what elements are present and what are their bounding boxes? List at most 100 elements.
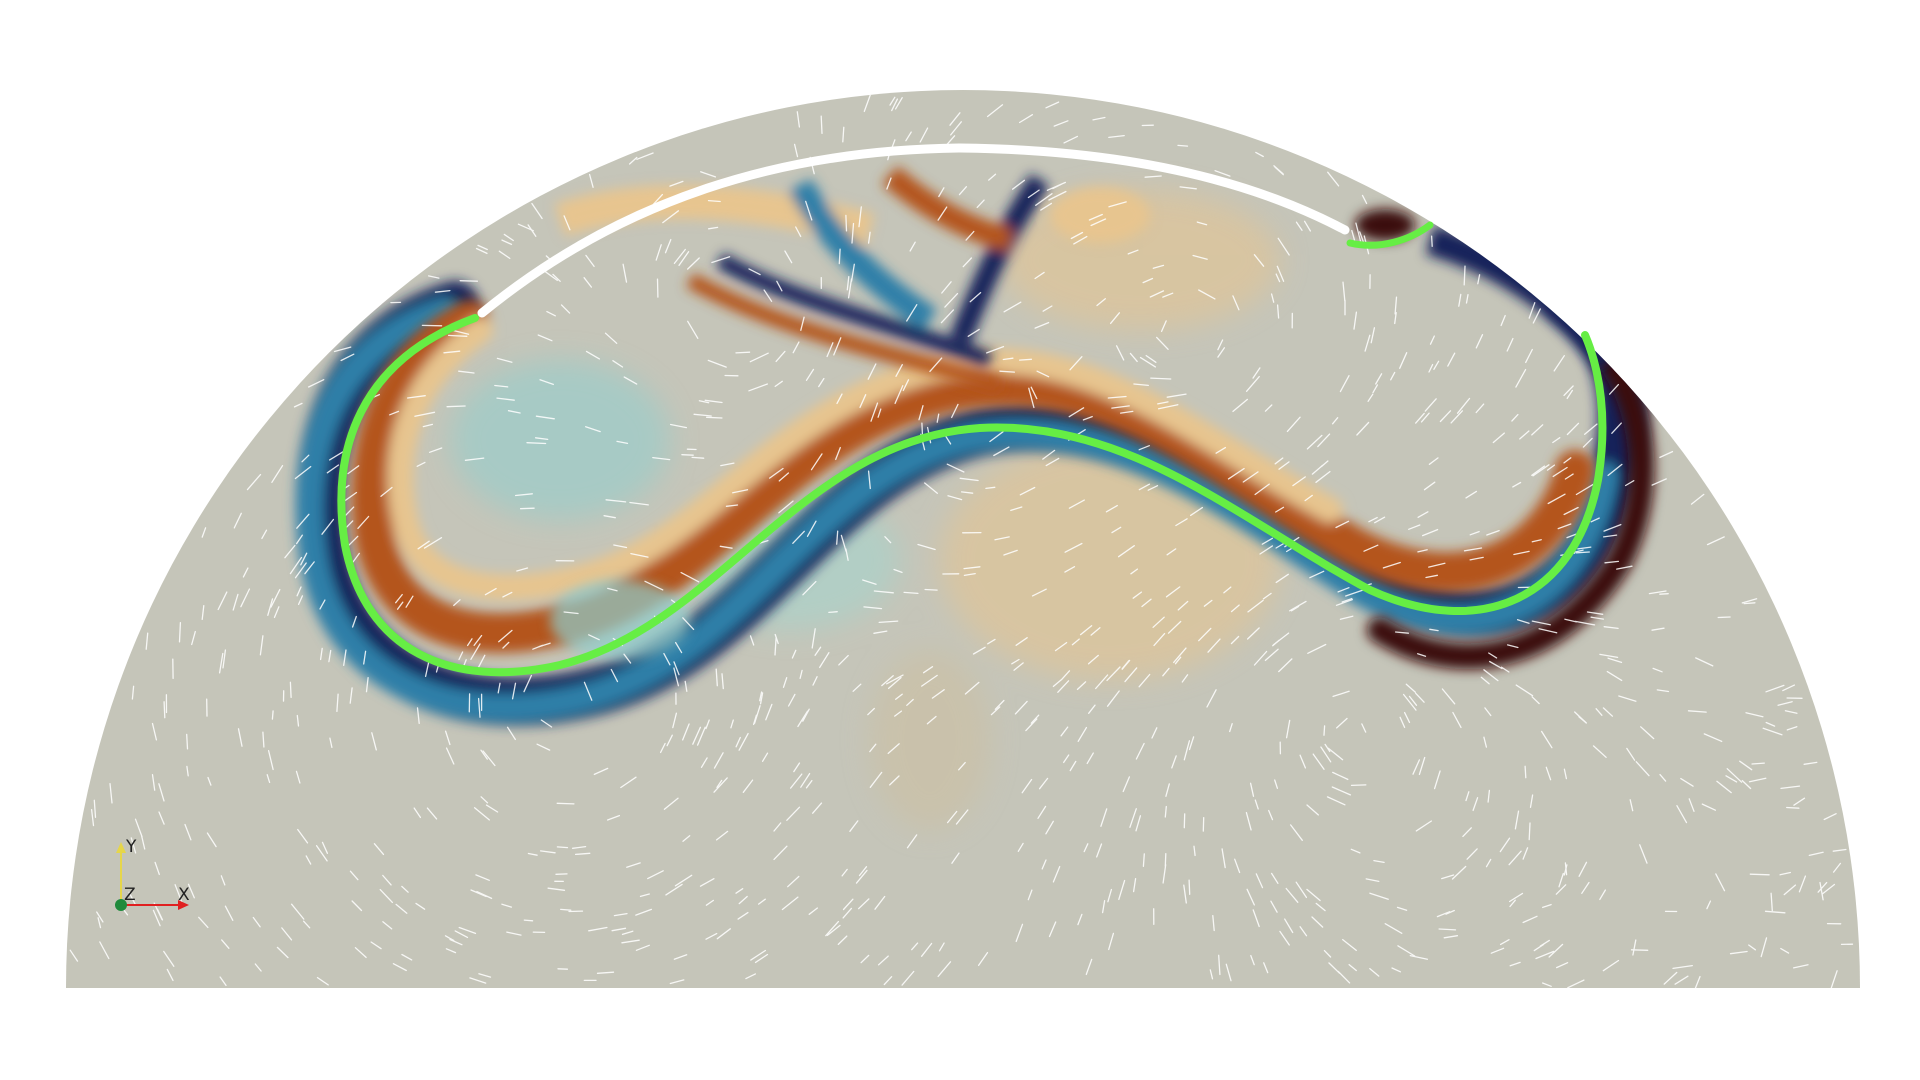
flow-streak: [547, 887, 566, 891]
flow-streak: [1086, 752, 1094, 765]
flow-streak: [507, 410, 521, 414]
flow-streak: [851, 222, 855, 244]
flow-streak: [501, 903, 513, 908]
flow-streak: [514, 493, 533, 497]
flow-streak: [326, 464, 340, 474]
flow-streak: [837, 935, 848, 946]
flow-streak: [1715, 873, 1726, 892]
flow-streak: [1364, 334, 1371, 352]
flow-streak: [774, 380, 783, 388]
flow-streak: [847, 278, 853, 299]
flow-streak: [276, 946, 289, 959]
flow-streak: [893, 568, 903, 574]
flow-streak: [1425, 574, 1439, 579]
flow-streak: [1488, 652, 1498, 659]
flow-streak: [1539, 939, 1550, 947]
flow-streak: [921, 422, 924, 437]
flow-streak: [698, 400, 710, 404]
flow-streak: [754, 953, 769, 964]
flow-streak: [370, 941, 382, 950]
flow-streak: [805, 200, 813, 221]
flow-streak: [707, 199, 721, 203]
flow-streak: [793, 143, 799, 158]
flow-streak: [1090, 627, 1101, 636]
flow-streak: [1599, 889, 1607, 901]
flow-streak: [271, 710, 274, 720]
flow-streak: [259, 635, 264, 656]
flow-streak: [1563, 864, 1568, 876]
flow-streak: [1405, 683, 1417, 693]
flow-streak: [1003, 301, 1022, 313]
flow-streak: [1575, 551, 1590, 554]
flow-streak: [1522, 847, 1529, 860]
flow-streak: [1138, 445, 1150, 451]
flow-streak: [990, 706, 1001, 716]
flow-streak: [962, 257, 973, 268]
flow-streak: [1531, 696, 1540, 705]
flow-streak: [1488, 660, 1503, 670]
flow-streak: [1581, 881, 1590, 894]
flow-streak: [302, 920, 311, 929]
flow-streak: [787, 693, 796, 707]
flow-streak: [1680, 777, 1694, 787]
flow-streak: [1274, 457, 1284, 465]
flow-streak: [1138, 483, 1151, 491]
flow-streak: [382, 874, 392, 886]
flow-streak: [145, 632, 149, 650]
flow-streak: [1430, 235, 1433, 247]
flow-streak: [1402, 693, 1417, 711]
flow-streak: [663, 652, 671, 666]
flow-streak: [1263, 962, 1269, 974]
flow-streak: [1337, 587, 1350, 593]
flow-streak: [859, 394, 867, 409]
flow-streak: [316, 976, 329, 986]
flow-streak: [886, 177, 892, 190]
flow-streak: [863, 93, 872, 113]
flow-streak: [838, 654, 849, 666]
flow-streak: [944, 292, 959, 308]
flow-streak: [818, 377, 825, 388]
flow-streak: [307, 379, 325, 388]
flow-streak: [986, 104, 1004, 118]
flow-streak: [963, 566, 981, 570]
flow-streak: [1477, 274, 1481, 285]
flow-streak: [1088, 704, 1096, 714]
flow-streak: [985, 486, 996, 490]
flow-streak: [1206, 689, 1217, 708]
flow-streak: [574, 852, 591, 856]
boundary-gap-arc: [477, 143, 1350, 318]
flow-streak: [1508, 850, 1522, 866]
flow-streak: [784, 250, 793, 264]
flow-streak: [721, 673, 724, 690]
flow-streak: [1528, 302, 1536, 319]
flow-streak: [1332, 771, 1349, 781]
flow-streak: [787, 875, 800, 888]
flow-streak: [737, 911, 749, 920]
flow-streak: [1073, 235, 1088, 245]
flow-streak: [775, 350, 786, 363]
flow-streak: [473, 807, 490, 821]
flow-streak: [1188, 736, 1195, 751]
flow-streak: [289, 556, 303, 575]
flow-streak: [1165, 586, 1181, 598]
flow-streak: [797, 710, 809, 728]
flow-streak: [705, 932, 718, 940]
flow-streak: [1586, 611, 1604, 615]
flow-streak: [812, 802, 823, 814]
flow-streak: [1036, 370, 1050, 378]
flow-streak: [1179, 186, 1197, 190]
flow-streak: [1373, 859, 1385, 864]
flow-streak: [1285, 719, 1291, 739]
flow-streak: [1076, 681, 1087, 691]
flow-streak: [475, 247, 488, 255]
flow-streak: [1546, 464, 1556, 471]
flow-streak: [1469, 530, 1480, 536]
flow-streak: [1566, 389, 1574, 400]
flow-streak: [443, 350, 461, 354]
flow-streak: [240, 588, 251, 608]
flow-streak: [884, 536, 892, 544]
flow-streak: [1129, 352, 1138, 363]
flow-streak: [1270, 293, 1275, 303]
flow-streak: [1232, 295, 1240, 311]
